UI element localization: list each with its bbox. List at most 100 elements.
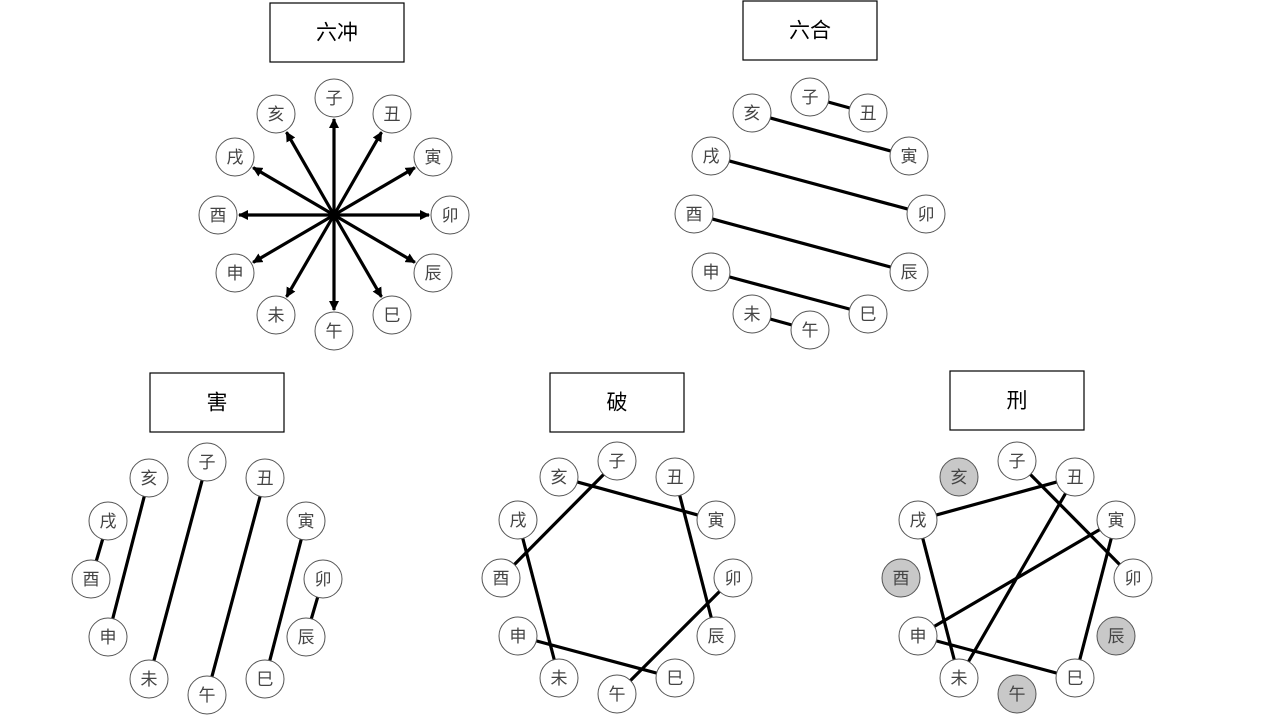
- node-chen: 辰: [1096, 616, 1136, 656]
- node-circle: [314, 78, 354, 118]
- diagram-title: 刑: [1007, 389, 1028, 413]
- node-circle: [1055, 658, 1095, 698]
- node-label: 酉: [493, 569, 510, 589]
- node-circle: [198, 195, 238, 235]
- node-wu: 午: [314, 311, 354, 351]
- node-si: 巳: [655, 658, 695, 698]
- node-label: 卯: [442, 206, 459, 226]
- node-zi: 子: [187, 442, 227, 482]
- node-circle: [314, 311, 354, 351]
- node-you: 酉: [881, 558, 921, 598]
- node-label: 未: [744, 305, 761, 325]
- node-si: 巳: [1055, 658, 1095, 698]
- arrow-to-hai: [285, 131, 336, 216]
- node-label: 戌: [227, 148, 244, 168]
- node-circle: [790, 310, 830, 350]
- link-chou-xu: [932, 479, 1061, 518]
- node-wei: 未: [129, 659, 169, 699]
- node-circle: [597, 441, 637, 481]
- node-yin: 寅: [889, 136, 929, 176]
- link-zi-chou: [824, 99, 854, 111]
- node-xu: 戌: [215, 137, 255, 177]
- node-circle: [674, 194, 714, 234]
- node-label: 午: [609, 685, 626, 705]
- link-yin-shen: [930, 526, 1104, 630]
- node-label: 申: [227, 264, 244, 284]
- node-label: 午: [1009, 685, 1026, 705]
- node-label: 巳: [257, 670, 274, 690]
- node-label: 寅: [425, 148, 442, 168]
- node-label: 丑: [257, 469, 274, 489]
- node-wei: 未: [939, 658, 979, 698]
- node-circle: [539, 658, 579, 698]
- node-xu: 戌: [691, 136, 731, 176]
- node-yin: 寅: [696, 500, 736, 540]
- link-chou-wu: [209, 492, 263, 681]
- node-circle: [413, 137, 453, 177]
- link-shen-hai: [110, 492, 147, 623]
- node-label: 寅: [298, 512, 315, 532]
- link-mao-chen: [308, 592, 321, 624]
- node-si: 巳: [245, 659, 285, 699]
- arrow-to-wei: [285, 214, 336, 298]
- diagram-title-box: [742, 0, 878, 61]
- node-chou: 丑: [848, 93, 888, 133]
- node-circle: [71, 559, 111, 599]
- node-label: 午: [802, 321, 819, 341]
- node-circle: [696, 500, 736, 540]
- node-circle: [906, 194, 946, 234]
- node-circle: [498, 616, 538, 656]
- node-hai: 亥: [939, 457, 979, 497]
- node-wu: 午: [597, 674, 637, 714]
- arrow-to-shen: [252, 213, 335, 264]
- node-label: 戌: [703, 147, 720, 167]
- node-circle: [655, 457, 695, 497]
- node-chen: 辰: [286, 617, 326, 657]
- node-si: 巳: [372, 295, 412, 335]
- node-label: 酉: [686, 205, 703, 225]
- node-label: 丑: [384, 105, 401, 125]
- node-label: 丑: [860, 104, 877, 124]
- node-xu: 戌: [88, 501, 128, 541]
- node-label: 巳: [1067, 669, 1084, 689]
- node-circle: [655, 658, 695, 698]
- link-hai-yin: [573, 479, 702, 518]
- node-circle: [215, 253, 255, 293]
- node-label: 申: [703, 263, 720, 283]
- node-circle: [430, 195, 470, 235]
- arrow-to-xu: [252, 166, 335, 217]
- link-chou-chen: [677, 491, 714, 622]
- node-label: 子: [326, 89, 343, 109]
- node-mao: 卯: [303, 559, 343, 599]
- node-label: 戌: [910, 511, 927, 531]
- node-label: 子: [609, 452, 626, 472]
- diagram-title: 破: [607, 391, 628, 415]
- node-circle: [1096, 616, 1136, 656]
- link-yin-si: [1077, 534, 1114, 664]
- node-chou: 丑: [372, 94, 412, 134]
- node-label: 未: [141, 670, 158, 690]
- arrow-to-chou: [332, 131, 383, 216]
- node-label: 寅: [708, 511, 725, 531]
- node-circle: [898, 500, 938, 540]
- node-label: 未: [951, 669, 968, 689]
- node-hai: 亥: [256, 94, 296, 134]
- node-label: 卯: [1125, 569, 1142, 589]
- node-circle: [372, 295, 412, 335]
- node-you: 酉: [198, 195, 238, 235]
- node-circle: [129, 458, 169, 498]
- node-zi: 子: [997, 441, 1037, 481]
- node-label: 戌: [100, 512, 117, 532]
- node-chen: 辰: [696, 616, 736, 656]
- node-label: 辰: [901, 263, 918, 283]
- node-wu: 午: [997, 674, 1037, 714]
- node-label: 未: [268, 306, 285, 326]
- node-circle: [286, 501, 326, 541]
- node-circle: [413, 253, 453, 293]
- diagram-title: 害: [207, 391, 228, 415]
- node-circle: [898, 616, 938, 656]
- node-zi: 子: [790, 77, 830, 117]
- node-circle: [88, 501, 128, 541]
